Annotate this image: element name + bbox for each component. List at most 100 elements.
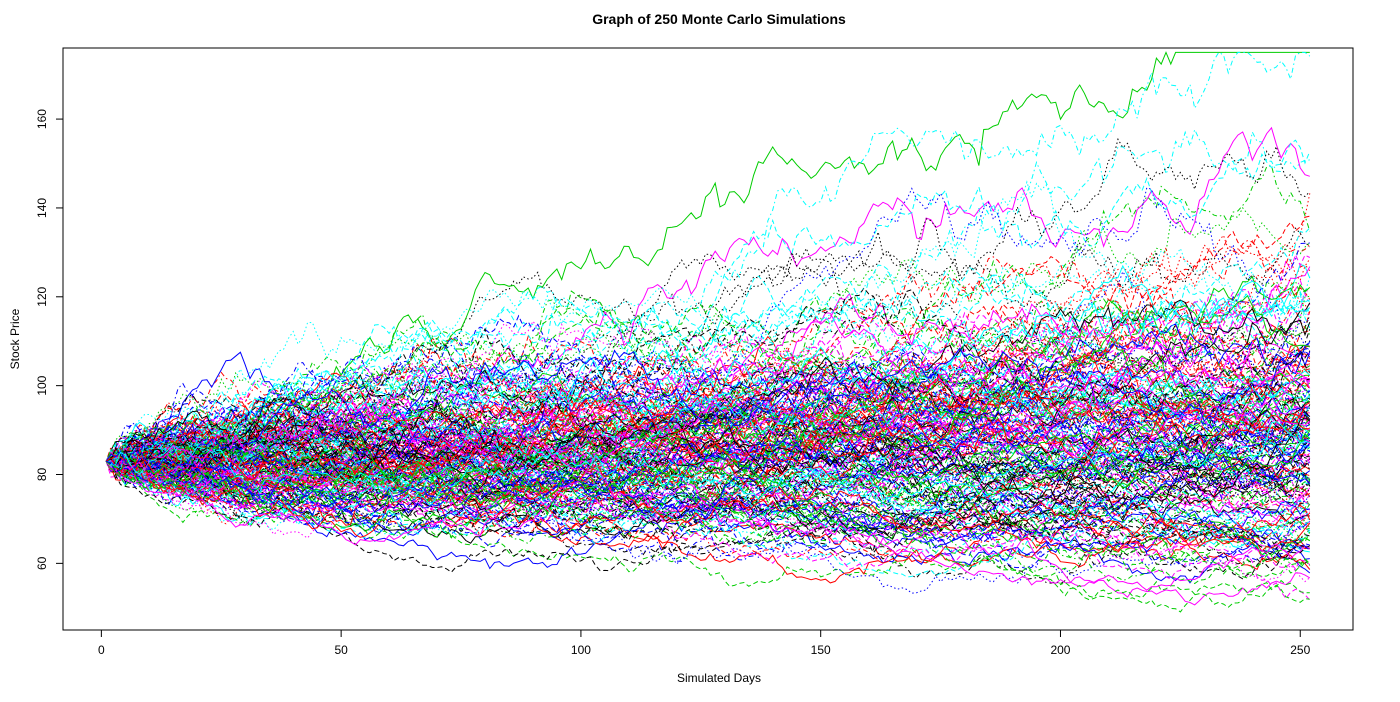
simulation-line [105,434,1310,546]
simulation-line [105,439,1311,511]
simulation-line [105,366,1311,546]
simulation-line [105,344,1310,478]
simulation-line [105,180,1311,462]
simulation-line [105,266,1310,470]
x-tick-label: 100 [571,643,591,657]
simulation-line [106,239,1311,472]
simulation-line [106,378,1310,478]
simulation-series-group [105,51,1311,613]
simulation-line [105,437,1311,531]
simulation-line [105,264,1311,468]
simulation-line [106,410,1311,530]
simulation-line [105,378,1310,487]
simulation-line [105,415,1311,511]
simulation-line [105,443,1311,559]
simulation-line [105,423,1311,561]
simulation-line [105,402,1311,511]
y-tick-label: 160 [35,109,49,129]
x-tick-label: 200 [1050,643,1070,657]
simulation-line [105,388,1311,492]
simulation-line [106,367,1311,508]
simulation-line [105,165,1311,513]
simulation-line [105,331,1311,468]
simulation-line [106,374,1311,525]
simulation-line [105,51,1311,471]
simulation-line [105,441,1311,551]
x-tick-label: 150 [811,643,831,657]
simulation-line [106,313,1311,494]
simulation-line [105,292,1311,468]
simulation-line [105,344,1311,487]
simulation-line [106,312,1311,463]
simulation-line [105,289,1311,523]
simulation-line [105,423,1311,510]
simulation-line [105,240,1311,476]
simulation-line [105,352,1311,464]
simulation-line [106,335,1310,472]
simulation-line [105,373,1311,515]
simulation-line [105,371,1311,524]
simulation-line [105,295,1310,483]
simulation-line [106,446,1311,584]
simulation-line [105,460,1310,575]
y-axis: 60 80 100 120 140 160 [35,109,64,570]
simulation-line [105,393,1311,591]
simulation-line [105,460,1311,550]
simulation-line [106,305,1310,474]
simulation-line [106,413,1311,493]
simulation-line [105,456,1310,594]
simulation-line [106,453,1310,603]
simulation-line [105,460,1311,578]
simulation-line [105,460,1311,573]
simulation-line [106,242,1310,467]
simulation-line [105,434,1310,554]
simulation-line [105,290,1311,462]
chart-title: Graph of 250 Monte Carlo Simulations [592,11,846,27]
simulation-line [105,440,1310,582]
y-tick-label: 60 [35,556,49,570]
y-tick-label: 100 [35,375,49,395]
simulation-line [105,369,1311,504]
simulation-line [106,368,1311,504]
simulation-line [105,320,1310,494]
simulation-line [105,206,1311,478]
simulation-line [105,460,1310,613]
simulation-line [105,349,1311,520]
simulation-line [106,300,1311,491]
simulation-line [105,460,1311,585]
simulation-line [105,328,1311,462]
simulation-line [106,437,1311,562]
simulation-line [105,279,1311,469]
simulation-line [105,367,1311,525]
simulation-line [106,255,1311,475]
simulation-line [105,375,1311,462]
simulation-line [106,362,1311,503]
x-tick-label: 0 [98,643,105,657]
simulation-line [106,435,1311,521]
simulation-line [105,139,1311,464]
simulation-line [106,337,1311,518]
simulation-line [106,346,1311,464]
simulation-line [105,347,1311,469]
simulation-line [105,460,1311,584]
simulation-line [106,137,1311,474]
simulation-line [105,289,1310,462]
simulation-line [106,430,1310,497]
simulation-line [106,397,1311,472]
simulation-line [106,227,1311,462]
y-axis-label: Stock Price [8,308,22,369]
simulation-line [105,352,1311,473]
simulation-line [106,381,1311,476]
simulation-line [106,456,1311,571]
simulation-line [105,270,1311,466]
x-axis-label: Simulated Days [677,671,761,685]
simulation-line [106,452,1311,545]
x-tick-label: 50 [334,643,348,657]
simulation-line [106,218,1311,473]
y-tick-label: 80 [35,468,49,482]
simulation-line [105,314,1311,476]
simulation-line [106,411,1311,499]
simulation-line [105,392,1311,504]
